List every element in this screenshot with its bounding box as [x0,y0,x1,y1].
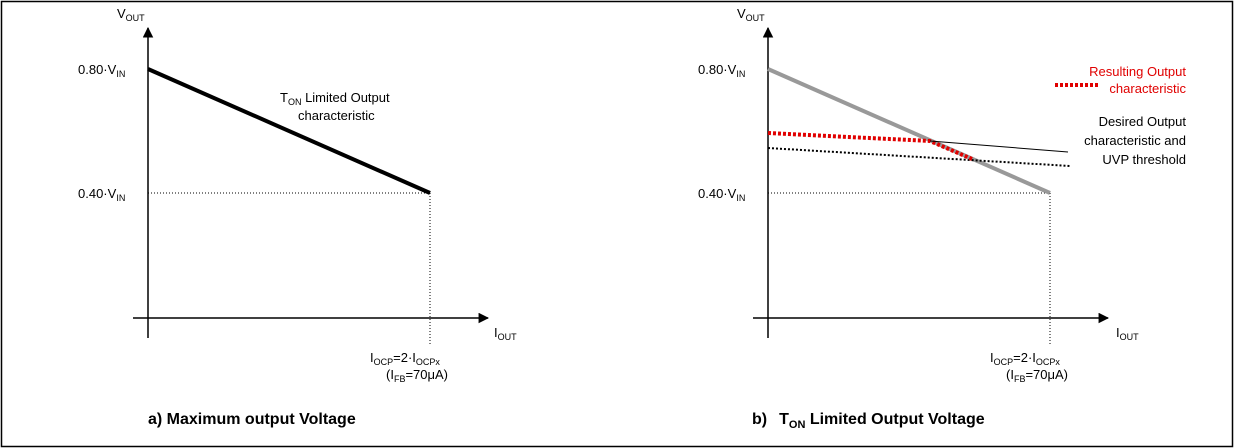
panel-a-curve-label-line1: TON Limited Output [280,90,390,107]
panel-b-x-tick-ocp: IOCP=2·IOCPx [990,350,1060,367]
panel-b-leader-line [929,140,1069,153]
panel-a-y-tick-low: 0.40·VIN [78,186,125,203]
panel-a-y-axis-label: VOUT [117,6,145,23]
panel-b-y-axis-label: VOUT [737,6,765,23]
panel-b-legend-desired-line2: characteristic and [1084,133,1186,148]
panel-b: VOUT IOUT 0.80·VIN 0.40·VIN IOCP=2·IOCPx… [698,6,1187,431]
panel-b-y-tick-high: 0.80·VIN [698,62,745,79]
panel-a-x-tick-ifb: (IFB=70μA) [386,367,448,384]
panel-b-y-tick-low: 0.40·VIN [698,186,745,203]
panel-a-x-axis-label: IOUT [494,325,517,342]
panel-b-legend-resulting-line2: characteristic [1109,81,1186,96]
panel-a: VOUT IOUT 0.80·VIN 0.40·VIN IOCP=2·IOCPx… [78,6,517,428]
panel-b-desired-curve [767,147,1071,167]
panel-b-x-axis-label: IOUT [1116,325,1139,342]
panel-b-caption: b) TON Limited Output Voltage [752,411,985,431]
panel-a-ton-curve [147,67,431,195]
panel-b-legend-resulting-line1: Resulting Output [1089,64,1186,79]
panel-b-ton-curve-grey [767,67,1051,195]
panel-b-x-tick-ifb: (IFB=70μA) [1006,367,1068,384]
panel-a-caption: a) Maximum output Voltage [148,411,356,428]
panel-b-legend-desired-line1: Desired Output [1099,114,1187,129]
panel-b-legend-desired-line3: UVP threshold [1102,152,1186,167]
panel-a-curve-label-line2: characteristic [298,108,375,123]
panel-a-x-tick-ocp: IOCP=2·IOCPx [370,350,440,367]
panel-a-y-tick-high: 0.80·VIN [78,62,125,79]
